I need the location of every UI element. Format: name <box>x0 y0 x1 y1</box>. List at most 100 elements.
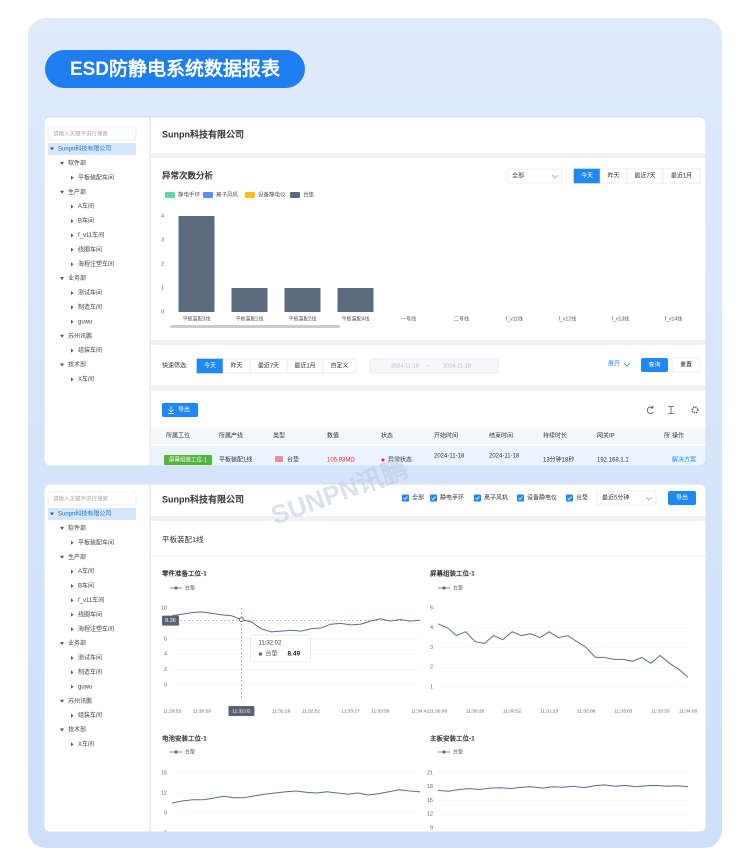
tab-label: 昨天 <box>607 172 619 180</box>
checkbox[interactable] <box>430 494 437 502</box>
tree-item[interactable]: 线圈车间 <box>78 610 102 618</box>
search-box[interactable] <box>47 491 137 506</box>
tree-arrow[interactable] <box>71 305 74 310</box>
tree-arrow[interactable] <box>71 569 74 574</box>
tree-arrow[interactable] <box>71 584 74 588</box>
date-range[interactable] <box>369 358 499 374</box>
bar <box>337 288 374 312</box>
query-button[interactable] <box>641 358 668 372</box>
tree-item[interactable]: f_v11车间 <box>78 596 104 604</box>
action-link[interactable]: 解决方案 <box>672 456 696 464</box>
export-button[interactable] <box>668 491 696 505</box>
tree-item[interactable]: 组装车间 <box>78 346 102 354</box>
tree-arrow[interactable] <box>60 728 64 732</box>
tree-item[interactable]: 业务部 <box>68 639 86 647</box>
tree-item[interactable]: B车间 <box>78 217 94 225</box>
tree-arrow[interactable] <box>71 175 74 180</box>
tree-arrow[interactable] <box>60 363 64 367</box>
tree-arrow[interactable] <box>60 190 64 194</box>
tree-item[interactable]: B车间 <box>78 582 94 590</box>
tree-arrow[interactable] <box>71 742 74 747</box>
checkbox[interactable] <box>402 494 409 502</box>
tree-arrow[interactable] <box>71 684 74 689</box>
tab[interactable] <box>662 168 701 184</box>
range-select[interactable] <box>596 490 657 506</box>
tree-arrow[interactable] <box>50 147 54 151</box>
tree-arrow[interactable] <box>71 377 74 382</box>
tree-item[interactable]: 技术部 <box>68 726 86 734</box>
tree-item[interactable]: 平板装配车间 <box>78 173 114 181</box>
tree-arrow[interactable] <box>60 642 64 646</box>
tree-arrow[interactable] <box>71 598 74 603</box>
expand-link[interactable]: 展开 <box>608 361 620 368</box>
tree-item[interactable]: X车间 <box>78 740 94 748</box>
tree-arrow[interactable] <box>60 555 64 559</box>
reset-button[interactable] <box>671 357 701 373</box>
tree-item[interactable]: 苏州讯鹏 <box>68 332 92 340</box>
tree-arrow[interactable] <box>71 540 74 545</box>
cell: 台垫 <box>287 456 299 464</box>
tree-item[interactable]: 线圈车间 <box>78 245 102 253</box>
tree-arrow[interactable] <box>60 334 64 338</box>
tree-arrow[interactable] <box>60 161 64 165</box>
tree-item[interactable]: A车间 <box>78 567 94 575</box>
y-tick-label: 3 <box>161 237 164 243</box>
tree-arrow[interactable] <box>71 612 74 617</box>
quick-button-label: 最近7天 <box>258 362 279 370</box>
tree-arrow[interactable] <box>71 219 74 223</box>
refresh-icon[interactable] <box>646 405 654 414</box>
tree-item[interactable]: A车间 <box>78 202 94 210</box>
tree-arrow[interactable] <box>71 319 74 324</box>
tree-item[interactable]: 技术部 <box>68 361 86 369</box>
checkbox[interactable] <box>517 494 524 502</box>
tree-item[interactable]: 组装车间 <box>78 711 102 719</box>
tree-arrow[interactable] <box>71 262 74 267</box>
date-start: 2024-11-18 <box>391 363 419 369</box>
chart-title: 电池安装工位-1 <box>162 734 207 743</box>
density-icon[interactable] <box>668 406 674 414</box>
tree-item[interactable]: 制造车间 <box>78 668 102 676</box>
tree-item[interactable]: guwu <box>78 319 92 325</box>
settings-icon[interactable] <box>691 406 699 414</box>
checkbox[interactable] <box>566 494 573 502</box>
select[interactable] <box>506 168 563 184</box>
tree-item[interactable]: 生产部 <box>68 553 86 561</box>
tree-item[interactable]: 平板装配车间 <box>78 538 114 546</box>
column-header: 所 <box>664 432 670 440</box>
tree-item[interactable]: 软件部 <box>68 159 86 167</box>
tree-item[interactable]: Sunpn科技有限公司 <box>58 510 111 518</box>
tree-arrow[interactable] <box>50 512 54 516</box>
tree-arrow[interactable] <box>71 204 74 209</box>
chart-section <box>151 158 706 340</box>
tree-arrow[interactable] <box>71 247 74 252</box>
tree-item[interactable]: 测试车间 <box>78 654 102 662</box>
tree-arrow[interactable] <box>71 233 74 238</box>
tree-item[interactable]: 业务部 <box>68 274 86 282</box>
tree-item[interactable]: f_v11车间 <box>78 231 104 239</box>
tree-item[interactable]: 生产部 <box>68 188 86 196</box>
cell: 异常状态 <box>388 456 412 464</box>
tree-arrow[interactable] <box>71 656 74 660</box>
search-box[interactable] <box>47 126 137 141</box>
checkbox[interactable] <box>474 494 481 502</box>
tree-arrow[interactable] <box>60 699 64 703</box>
tree-arrow[interactable] <box>71 348 74 353</box>
tree-arrow[interactable] <box>71 713 74 718</box>
tree-selected <box>48 143 136 155</box>
tree-item[interactable]: 制造车间 <box>78 303 102 311</box>
tree-item[interactable]: 苏州讯鹏 <box>68 697 92 705</box>
tree-item[interactable]: Sunpn科技有限公司 <box>58 145 111 153</box>
tree-arrow[interactable] <box>60 526 64 530</box>
tree-arrow[interactable] <box>71 291 74 295</box>
tree-item[interactable]: 海程注塑车间 <box>78 625 114 633</box>
tree-item[interactable]: X车间 <box>78 375 94 383</box>
tree-arrow[interactable] <box>60 277 64 281</box>
tree-item[interactable]: 测试车间 <box>78 289 102 297</box>
tree-item[interactable]: 海程注塑车间 <box>78 260 114 268</box>
quick-button[interactable] <box>322 358 357 374</box>
tree-arrow[interactable] <box>71 670 74 675</box>
tree-item[interactable]: guwu <box>78 684 92 690</box>
tree-item[interactable]: 软件部 <box>68 524 86 532</box>
tree-arrow[interactable] <box>71 627 74 632</box>
